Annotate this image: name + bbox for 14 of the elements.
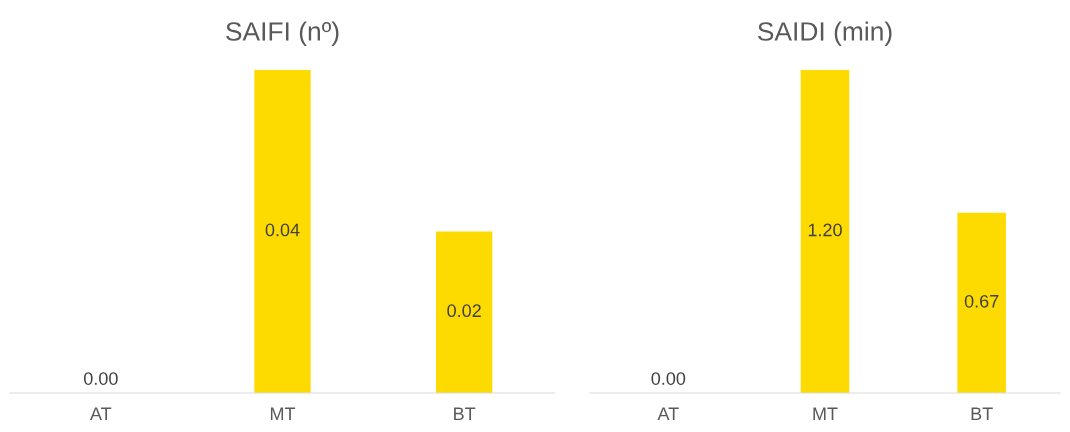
- x-tick-label: AT: [657, 407, 679, 420]
- x-tick-label: AT: [90, 407, 112, 420]
- data-label: 1.20: [808, 223, 842, 237]
- chart-title: SAIFI (nº): [226, 21, 339, 47]
- data-label: 0.02: [447, 304, 481, 318]
- chart-title: SAIDI (min): [758, 21, 892, 47]
- data-label: 0.00: [651, 372, 686, 385]
- data-label: 0.00: [83, 372, 118, 385]
- x-tick-label: MT: [813, 407, 838, 420]
- data-label: 0.67: [964, 294, 999, 308]
- data-label: 0.04: [265, 223, 300, 237]
- x-tick-label: BT: [971, 407, 993, 420]
- x-tick-label: MT: [270, 407, 296, 420]
- x-tick-label: BT: [454, 407, 476, 420]
